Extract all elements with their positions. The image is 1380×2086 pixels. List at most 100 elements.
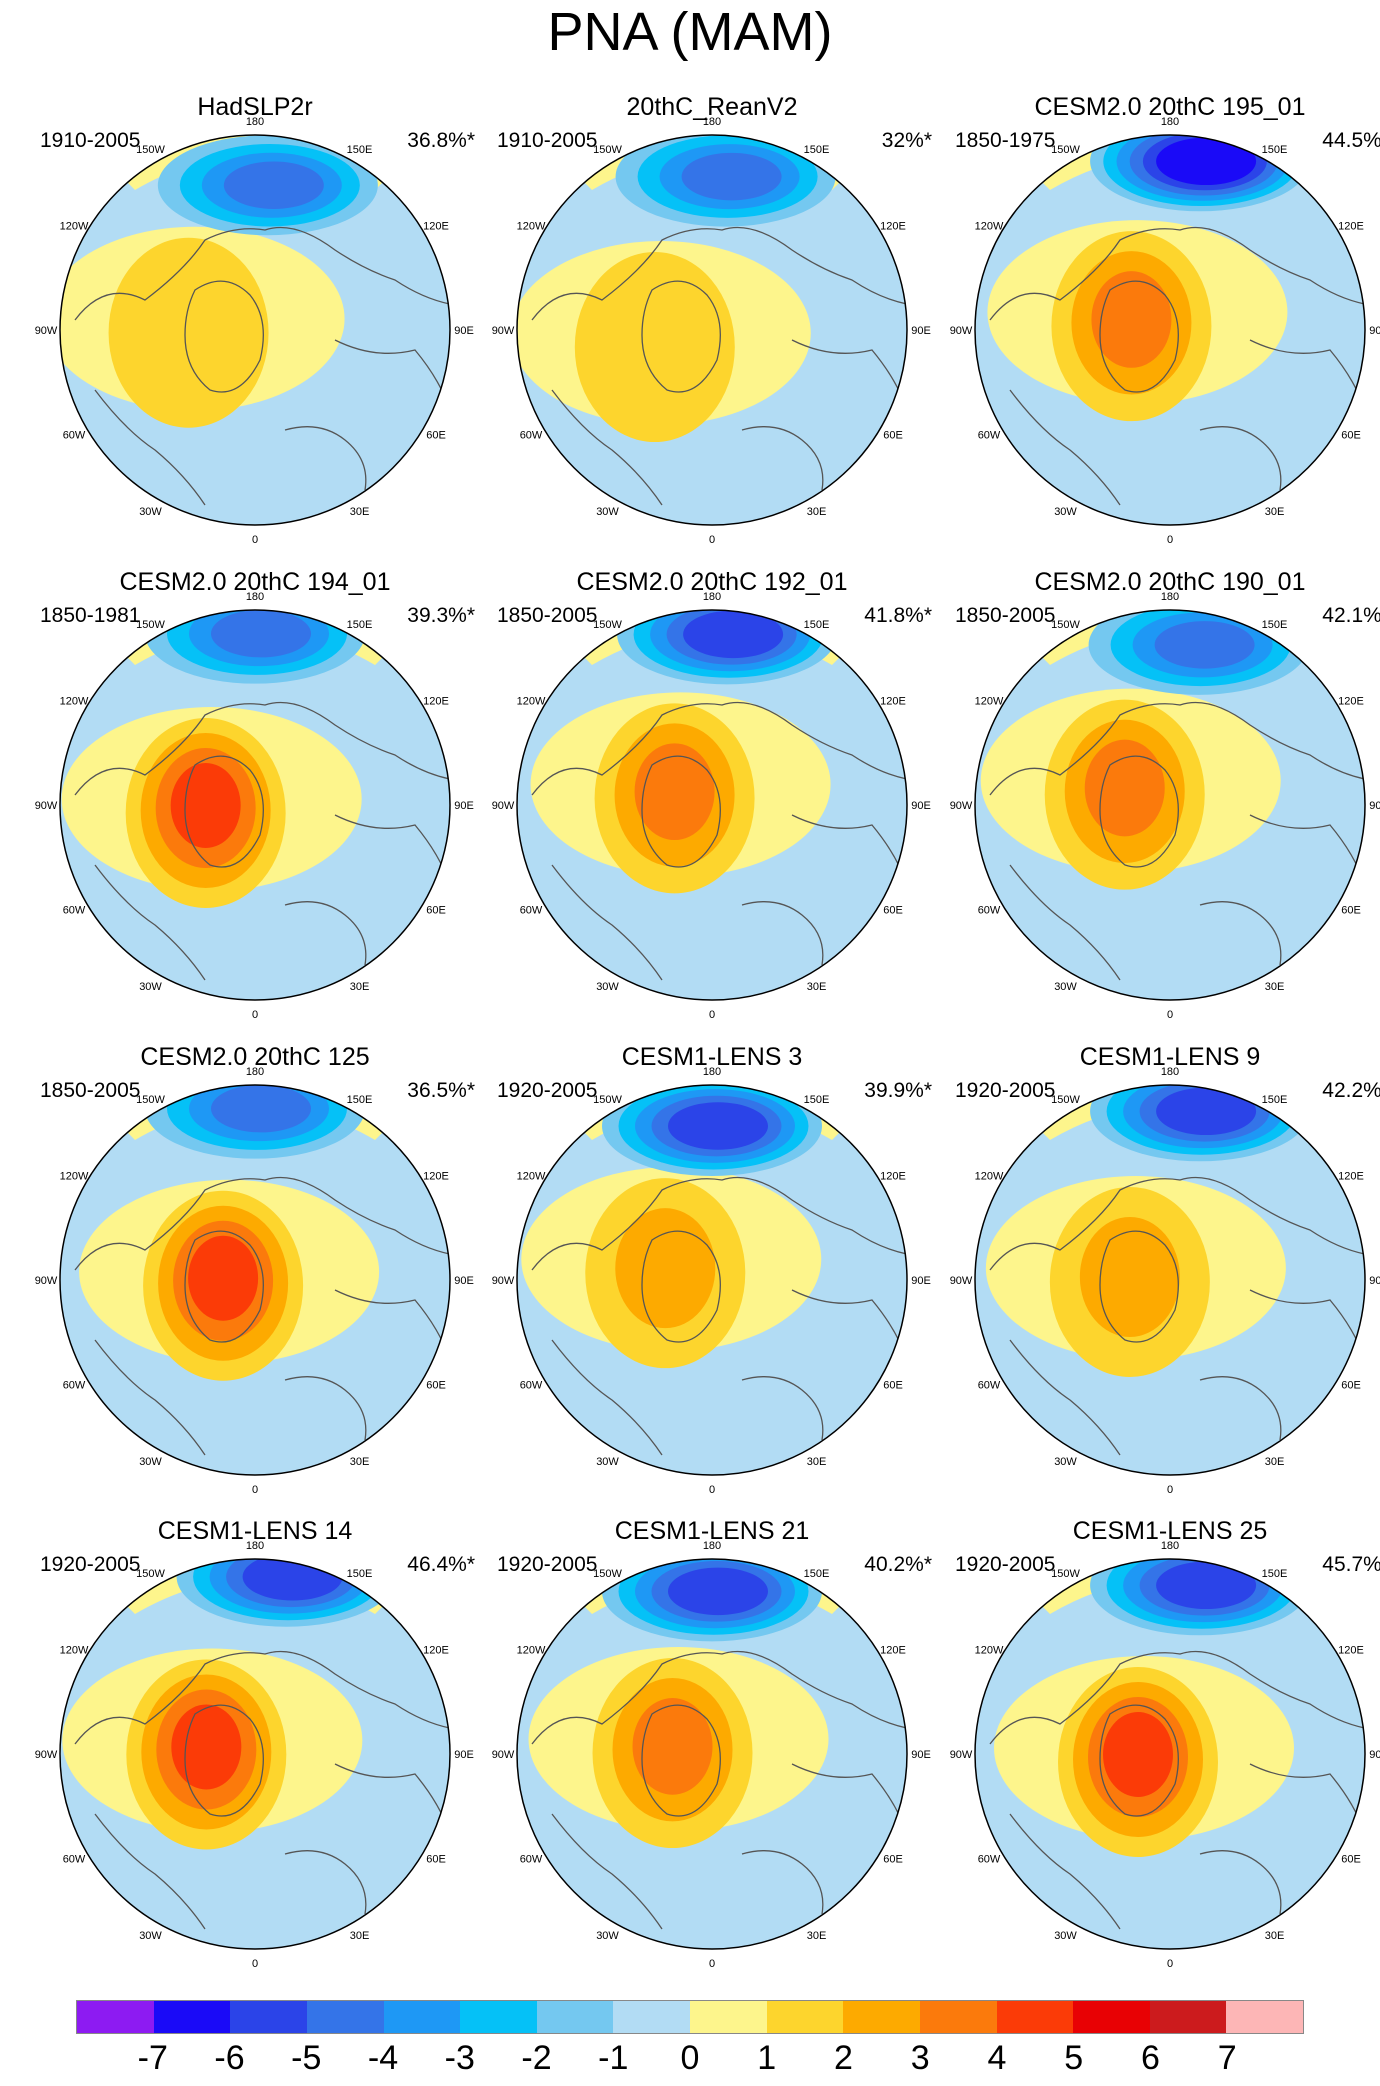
colorbar-tick-label: 7 — [1217, 2039, 1237, 2077]
longitude-label: 30W — [139, 506, 162, 518]
polar-map: 180 150E 120E 90E 60E 30E 0 30W 60W 90W 120W 150W — [35, 591, 474, 1021]
longitude-label: 0 — [252, 1484, 258, 1496]
coastline — [741, 1850, 824, 1915]
longitude-label: 90E — [454, 1275, 474, 1287]
map-panel: CESM1-LENS 9 1920-2005 42.2%* 180 150E 120E 90… — [950, 1042, 1380, 1496]
map-border — [59, 134, 451, 526]
longitude-label: 150E — [347, 144, 373, 156]
negative-contour — [1156, 1561, 1257, 1610]
panel-title: 20thC_ReanV2 — [626, 93, 798, 121]
longitude-label: 90E — [911, 325, 931, 337]
panel-years: 1850-2005 — [955, 604, 1056, 627]
longitude-label: 150W — [136, 1094, 165, 1106]
coastline — [74, 1650, 450, 1745]
negative-contour — [681, 152, 782, 201]
longitude-label: 30W — [1054, 1456, 1077, 1468]
longitude-label: 0 — [1167, 1958, 1173, 1970]
longitude-label: 180 — [246, 116, 264, 128]
polar-map: 180 150E 120E 90E 60E 30E 0 30W 60W 90W 120W 150W — [492, 1066, 931, 1496]
map-panel: CESM1-LENS 25 1920-2005 45.7%* 180 150E 120E 9… — [950, 1516, 1380, 1970]
negative-contour — [668, 1567, 768, 1616]
panel-title: CESM2.0 20thC 125 — [140, 1043, 370, 1071]
map-panel: CESM2.0 20thC 194_01 1850-1981 39.3%* 180 15… — [35, 567, 475, 1021]
longitude-label: 0 — [1167, 1009, 1173, 1021]
coastline — [184, 280, 264, 393]
longitude-label: 150W — [1051, 1094, 1080, 1106]
panel-years: 1920-2005 — [497, 1553, 598, 1576]
longitude-label: 30W — [596, 1930, 619, 1942]
polar-map: 180 150E 120E 90E 60E 30E 0 30W 60W 90W 120W 150W — [950, 1540, 1380, 1970]
polar-map: 180 150E 120E 90E 60E 30E 0 30W 60W 90W 120W 150W — [950, 1066, 1380, 1496]
longitude-label: 30W — [596, 1456, 619, 1468]
colorbar-cell — [1149, 2001, 1227, 2033]
colorbar-tick-label: 4 — [987, 2039, 1007, 2077]
negative-contour — [683, 610, 784, 659]
longitude-label: 180 — [246, 1066, 264, 1078]
panel-title: CESM2.0 20thC 195_01 — [1034, 93, 1306, 121]
longitude-label: 0 — [1167, 1484, 1173, 1496]
longitude-label: 30W — [1054, 506, 1077, 518]
longitude-label: 90W — [950, 1275, 973, 1287]
negative-contour — [211, 1085, 311, 1133]
longitude-label: 180 — [703, 116, 721, 128]
coastline — [94, 864, 206, 981]
coastline — [1009, 1339, 1121, 1456]
longitude-label: 120E — [1338, 696, 1364, 708]
longitude-label: 120E — [880, 221, 906, 233]
map-border — [516, 1084, 908, 1476]
coastline — [1009, 864, 1121, 981]
coastline — [94, 1813, 206, 1930]
coastline — [1199, 1376, 1282, 1441]
coastline — [551, 1339, 663, 1456]
longitude-label: 90W — [492, 800, 515, 812]
coastline — [1009, 1813, 1121, 1930]
longitude-label: 180 — [1161, 1066, 1179, 1078]
coastline — [284, 1376, 367, 1441]
longitude-label: 150E — [347, 1094, 373, 1106]
coastline — [531, 226, 907, 321]
coastline — [284, 426, 367, 491]
coastline — [641, 1230, 721, 1343]
longitude-label: 90E — [1369, 800, 1380, 812]
longitude-label: 30W — [139, 1930, 162, 1942]
panel-years: 1850-2005 — [40, 1079, 141, 1102]
polar-map: 180 150E 120E 90E 60E 30E 0 30W 60W 90W 120W 150W — [35, 1540, 474, 1970]
colorbar-tick-label: -3 — [444, 2039, 475, 2077]
colorbar-tick-label: -4 — [367, 2039, 399, 2077]
longitude-label: 60E — [426, 1854, 446, 1866]
coastline — [531, 701, 907, 796]
panel-variance-explained: 42.2%* — [1322, 1079, 1380, 1102]
coastline — [1199, 1850, 1282, 1915]
coastline — [531, 1176, 907, 1271]
longitude-label: 30W — [1054, 981, 1077, 993]
negative-contour — [668, 1102, 768, 1150]
map-border — [974, 609, 1366, 1001]
negative-contour — [223, 161, 324, 209]
longitude-label: 150W — [593, 1568, 622, 1580]
map-border — [974, 134, 1366, 526]
longitude-label: 120W — [517, 221, 546, 233]
longitude-label: 120W — [517, 1171, 546, 1183]
map-border — [974, 1084, 1366, 1476]
panel-title: CESM2.0 20thC 194_01 — [119, 568, 391, 596]
longitude-label: 120E — [880, 696, 906, 708]
longitude-label: 180 — [246, 1540, 264, 1552]
colorbar-cell — [460, 2001, 537, 2033]
longitude-label: 60W — [978, 430, 1001, 442]
colorbar-labels: -7 -6 -5 -4 -3 -2 -1 0 1 2 3 4 5 6 7 — [76, 2036, 1304, 2082]
colorbar-cell — [843, 2001, 920, 2033]
longitude-label: 120E — [423, 221, 449, 233]
coastline — [741, 1376, 824, 1441]
panel-years: 1850-1975 — [955, 129, 1056, 152]
longitude-label: 90E — [1369, 1749, 1380, 1761]
longitude-label: 60E — [883, 430, 903, 442]
longitude-label: 180 — [1161, 591, 1179, 603]
panel-years: 1920-2005 — [955, 1553, 1056, 1576]
longitude-label: 150E — [804, 619, 830, 631]
longitude-label: 150E — [347, 1568, 373, 1580]
coastline — [551, 389, 663, 506]
coastline — [641, 280, 721, 393]
negative-contour — [1156, 137, 1257, 186]
longitude-label: 90W — [35, 1275, 58, 1287]
longitude-label: 60W — [978, 1854, 1001, 1866]
